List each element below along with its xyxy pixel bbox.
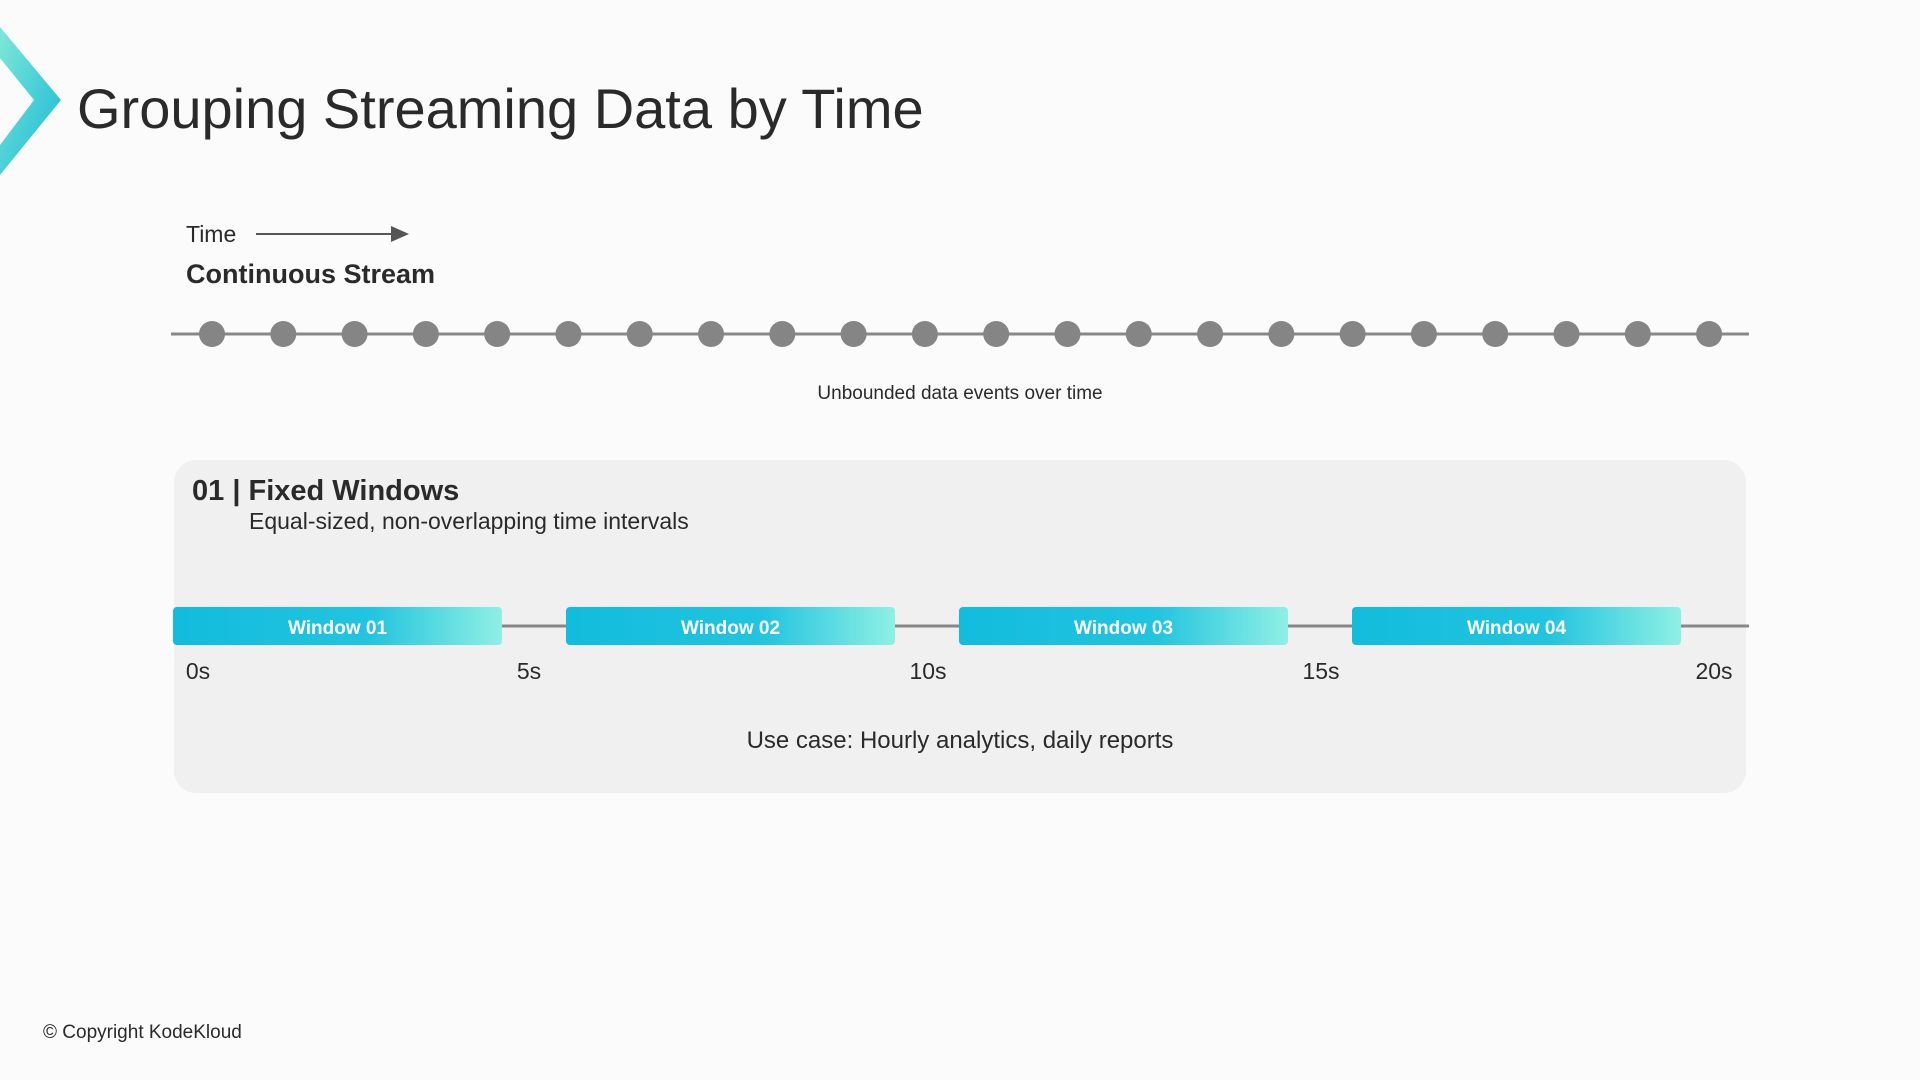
event-dot [626, 321, 653, 347]
tick-label: 5s [517, 658, 541, 684]
window-bar [1352, 607, 1681, 645]
event-dot [1624, 321, 1651, 347]
window-label: Window 01 [288, 618, 387, 639]
time-label: Time [186, 221, 236, 247]
event-dot [1410, 321, 1437, 347]
stream-caption: Unbounded data events over time [817, 383, 1102, 404]
tick-label: 20s [1695, 658, 1732, 684]
section-title: 01 | Fixed Windows [192, 475, 459, 507]
section-subtitle: Equal-sized, non-overlapping time interv… [249, 508, 689, 534]
event-dot [1125, 321, 1152, 347]
event-dot [199, 321, 225, 347]
event-dot [1268, 321, 1295, 347]
tick-label: 15s [1302, 658, 1339, 684]
logo [0, 27, 61, 175]
event-dot [484, 321, 511, 347]
event-dot [270, 321, 297, 347]
event-dot [412, 321, 439, 347]
event-dot [1197, 321, 1224, 347]
event-dot [1482, 321, 1509, 347]
event-dots [199, 321, 1723, 347]
event-dot [1339, 321, 1366, 347]
event-dot [555, 321, 582, 347]
window-bar [173, 607, 502, 645]
event-dot [983, 321, 1010, 347]
event-dot [840, 321, 867, 347]
window-label: Window 04 [1467, 618, 1566, 639]
event-dot [698, 321, 725, 347]
tick-label: 10s [909, 658, 946, 684]
tick-labels: 0s 5s 10s 15s 20s [186, 658, 1733, 684]
event-dot [341, 321, 368, 347]
event-dot [1553, 321, 1580, 347]
event-dot [769, 321, 796, 347]
copyright: © Copyright KodeKloud [43, 1022, 242, 1043]
use-case: Use case: Hourly analytics, daily report… [747, 727, 1174, 754]
event-dot [1054, 321, 1081, 347]
window-label: Window 02 [681, 618, 780, 639]
event-dot [911, 321, 938, 347]
stream-title: Continuous Stream [186, 259, 435, 289]
windows: Window 01 Window 02 Window 03 Window 04 [173, 607, 1681, 645]
event-dot [1696, 321, 1723, 347]
window-bar [959, 607, 1288, 645]
slide-title: Grouping Streaming Data by Time [77, 77, 924, 140]
tick-label: 0s [186, 658, 210, 684]
window-label: Window 03 [1074, 618, 1173, 639]
window-bar [566, 607, 895, 645]
